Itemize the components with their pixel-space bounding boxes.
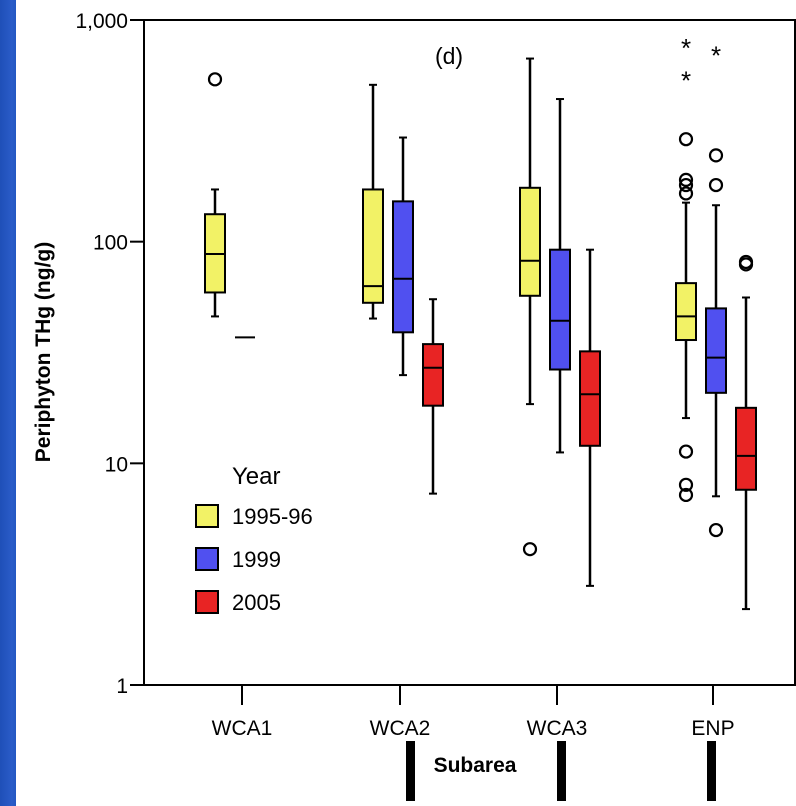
box-1999-ENP: *	[705, 40, 727, 538]
outlier-marker	[708, 522, 724, 538]
boxes: ** *	[204, 33, 757, 611]
iqr-box	[422, 343, 444, 407]
iqr-box	[675, 282, 697, 342]
y-tick-label: 100	[93, 232, 128, 255]
legend-swatch	[195, 504, 219, 528]
x-axis-title: Subarea	[434, 754, 517, 777]
outlier-marker	[678, 444, 694, 459]
box-1999-WCA3	[549, 98, 571, 454]
outlier-marker	[678, 477, 694, 492]
x-tick-label: ENP	[691, 717, 734, 740]
iqr-box	[549, 248, 571, 371]
box-1995-96-WCA1	[204, 72, 226, 318]
extreme-marker: *	[711, 40, 721, 70]
box-1995-96-ENP: **	[675, 33, 697, 503]
x-axis-title-group: Subarea	[406, 741, 716, 801]
iqr-box	[735, 406, 757, 491]
x-tick-label: WCA2	[370, 717, 431, 740]
outlier-marker	[207, 72, 223, 87]
outlier-marker	[678, 172, 694, 187]
y-tick-label: 1,000	[75, 10, 128, 33]
outlier-marker	[678, 186, 694, 201]
outlier-marker	[678, 132, 694, 147]
legend-title: Year	[232, 463, 281, 490]
x-tick-label: WCA3	[527, 717, 588, 740]
extreme-marker: *	[681, 66, 691, 96]
iqr-box	[519, 186, 541, 297]
box-2005-WCA2	[422, 298, 444, 495]
legend: Year 1995-96 1999 2005	[195, 463, 313, 615]
iqr-box	[392, 200, 414, 334]
box-2005-WCA3	[579, 248, 601, 587]
legend-label: 2005	[232, 590, 281, 615]
subarea-bar-far-right	[707, 741, 716, 801]
subarea-bar-right	[557, 741, 566, 801]
extreme-marker: *	[681, 33, 691, 63]
outlier-marker	[708, 177, 724, 193]
iqr-box	[705, 307, 727, 394]
legend-swatch	[195, 547, 219, 571]
outlier-marker	[738, 254, 754, 270]
y-axis-title: Periphyton THg (ng/g)	[32, 242, 55, 462]
x-tick-label: WCA1	[212, 717, 273, 740]
box-1995-96-WCA3	[519, 57, 541, 557]
outlier-marker	[678, 487, 694, 503]
box-2005-ENP	[735, 254, 757, 611]
iqr-box	[362, 188, 384, 304]
box-1999-WCA2	[392, 136, 414, 377]
y-tick-label: 10	[105, 453, 128, 476]
outlier-marker	[522, 542, 538, 557]
iqr-box	[579, 350, 601, 447]
y-tick-label: 1	[116, 675, 128, 698]
y-axis: 1 10 100 1,000	[75, 10, 144, 698]
outlier-marker	[678, 177, 694, 193]
subarea-bar-left	[406, 741, 415, 801]
legend-swatch	[195, 590, 219, 614]
legend-label: 1999	[232, 547, 281, 572]
outlier-marker	[708, 148, 724, 163]
x-axis: WCA1 WCA2 WCA3 ENP	[212, 685, 735, 740]
legend-label: 1995-96	[232, 504, 313, 529]
box-1995-96-WCA2	[362, 83, 384, 320]
panel-label: (d)	[435, 43, 463, 69]
plot-frame	[143, 19, 796, 686]
